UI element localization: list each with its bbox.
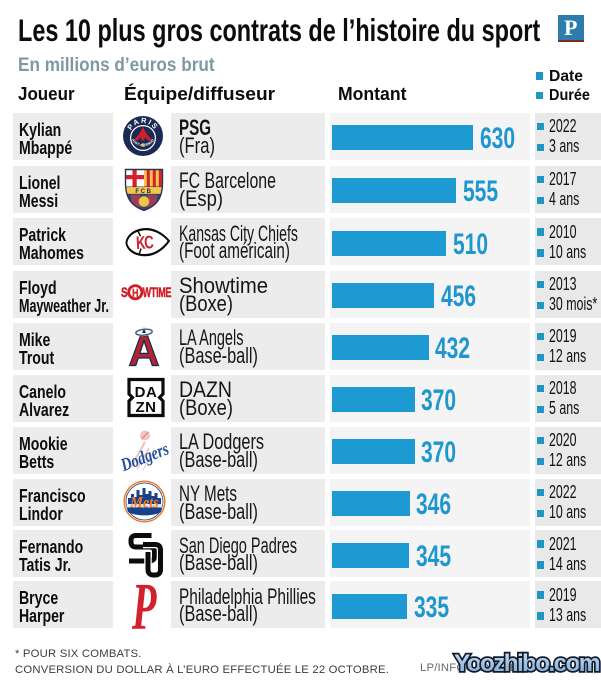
svg-text:H: H [132, 287, 138, 299]
svg-text:Mets: Mets [129, 493, 159, 511]
svg-text:DA: DA [135, 384, 158, 401]
svg-text:P: P [131, 582, 157, 630]
svg-text:WTIME: WTIME [143, 284, 172, 300]
svg-text:Yoozhibo.com: Yoozhibo.com [454, 650, 600, 677]
svg-text:A: A [128, 327, 159, 369]
svg-text:S: S [121, 284, 128, 300]
svg-text:ZN: ZN [136, 399, 157, 416]
svg-text:KC: KC [136, 233, 155, 253]
svg-text:PARIS: PARIS [125, 116, 160, 132]
svg-text:FCB: FCB [135, 189, 152, 195]
